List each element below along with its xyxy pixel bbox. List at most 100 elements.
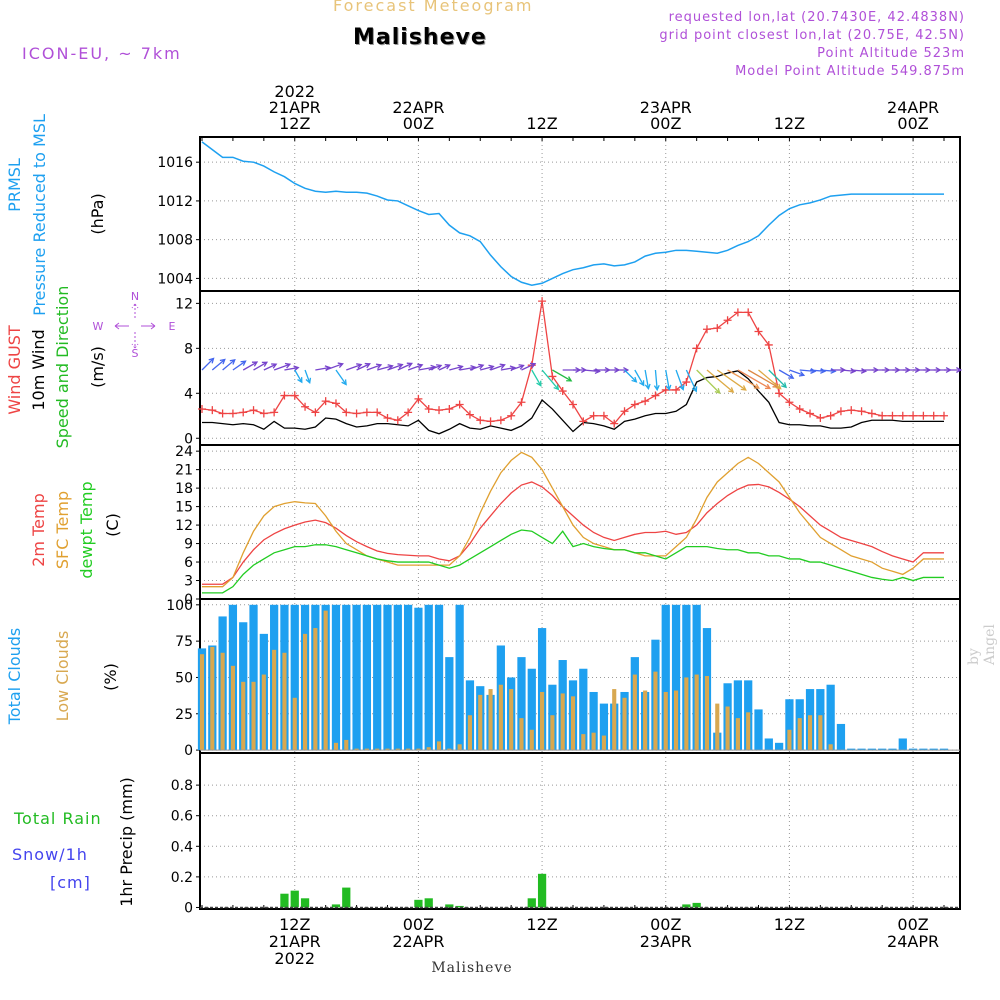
total-cloud-bar (579, 668, 588, 751)
wind-direction-arrow (747, 369, 778, 388)
rain-bar (300, 898, 310, 908)
low-cloud-bar (622, 697, 627, 751)
wind-direction-arrow (541, 369, 559, 390)
wind-gust-marker (599, 411, 608, 420)
wind-direction-arrow (490, 364, 505, 371)
wind-direction-arrowhead (417, 363, 424, 370)
wind-gust-marker (620, 407, 629, 416)
wind-direction-arrow (387, 363, 403, 371)
wind-direction-arrow (407, 364, 423, 371)
wind-gust-marker (651, 391, 660, 400)
total-cloud-bar (867, 748, 876, 751)
y-tick-label: 25 (175, 707, 193, 723)
wind-direction-arrowhead (397, 363, 404, 369)
wind-direction-arrowhead (499, 363, 506, 370)
wind-direction-arrow (737, 369, 771, 390)
precip-axis-label: 1hr Precip (mm) (117, 777, 136, 907)
time-label-top: 2022 (274, 82, 315, 101)
wind-direction-arrowhead (678, 384, 685, 391)
time-label-top: 21APR (269, 98, 321, 117)
wind-gust-marker (342, 408, 351, 417)
wind-gust-marker (301, 402, 310, 411)
wind-direction-arrowhead (728, 387, 735, 393)
wind-gust-marker (795, 405, 804, 414)
low-cloud-bar (581, 734, 586, 751)
low-cloud-bar (199, 654, 205, 751)
total-cloud-bar (517, 657, 526, 751)
wind-gust-marker (352, 409, 361, 418)
y-tick-label: 18 (175, 481, 193, 497)
compass-e: E (169, 320, 176, 333)
wind-gust-marker (249, 406, 258, 415)
low-cloud-bar (416, 748, 421, 751)
wind-direction-arrowhead (364, 362, 371, 369)
total-cloud-bar (733, 680, 743, 751)
low-cloud-bar (540, 691, 545, 751)
time-label-bottom: 00Z (650, 915, 681, 934)
total-cloud-bar (373, 604, 382, 751)
low-cloud-bar (746, 712, 751, 751)
low-cloud-bar (395, 748, 400, 751)
wind-direction-arrow (799, 369, 816, 372)
wind-direction-arrow (201, 358, 214, 371)
total-cloud-bar (785, 699, 794, 751)
wind-direction-arrow (428, 364, 442, 371)
y-tick-label: 0.6 (171, 809, 193, 825)
wind-direction-arrow (438, 364, 450, 371)
total-cloud-bar (537, 628, 547, 751)
time-label-top: 12Z (774, 114, 805, 133)
low-cloud-bar (797, 718, 802, 751)
wind-direction-arrowhead (764, 383, 772, 390)
chart-title: Malisheve (353, 25, 487, 50)
low-cloud-bar (498, 684, 503, 751)
wind-gust-marker (888, 411, 897, 420)
wind-gust-marker (218, 409, 227, 418)
low-clouds-label: Low Clouds (53, 631, 72, 722)
wind-direction-arrowhead (293, 365, 300, 372)
low-cloud-bar (385, 748, 390, 751)
total-cloud-bar (878, 748, 887, 751)
wind-direction-arrowhead (387, 364, 394, 370)
y-tick-label: 12 (175, 518, 193, 534)
total-cloud-bar (661, 604, 670, 751)
low-cloud-bar (467, 715, 473, 751)
low-cloud-bar (488, 689, 493, 751)
wind-direction-arrowhead (691, 386, 698, 393)
y-tick-label: 1008 (157, 233, 193, 249)
low-cloud-bar (313, 628, 318, 751)
wind-gust-marker (816, 414, 825, 423)
low-cloud-bar (807, 715, 813, 751)
wind-direction-arrow (459, 366, 476, 371)
y-tick-label: 0 (184, 743, 193, 759)
time-label-top: 24APR (887, 98, 939, 117)
requested-location: requested lon,lat (20.7430E, 42.4838N) (668, 10, 965, 25)
low-cloud-bar (220, 652, 225, 751)
wind-10m-label: 10m Wind (29, 329, 48, 410)
wind-direction-arrowhead (305, 377, 312, 385)
total-cloud-bar (455, 604, 464, 751)
wind-direction-arrow (634, 369, 645, 386)
wind-gust-marker (280, 391, 289, 400)
wind-direction-arrowhead (956, 367, 963, 373)
low-cloud-bar (261, 674, 266, 751)
compass-ew-arrow (114, 322, 156, 330)
wind-direction-arrowhead (714, 387, 721, 394)
rain-bar (290, 890, 299, 908)
wind-direction-arrowhead (488, 364, 495, 371)
wind-gust-marker (311, 408, 320, 417)
low-cloud-bar (632, 674, 637, 751)
wind-direction-arrow (665, 369, 670, 390)
wind-gust-marker (362, 408, 371, 417)
time-label-bottom: 2022 (274, 949, 315, 968)
low-cloud-bar (272, 649, 277, 751)
temp-sfc-label: SFC Temp (53, 491, 72, 569)
panel-precip-frame (199, 752, 961, 910)
wind-gust-marker (507, 411, 516, 420)
clouds-unit: (%) (101, 663, 120, 691)
wind-direction-arrow (583, 369, 600, 373)
wind-direction-arrow (294, 369, 303, 383)
wind-gust-marker (723, 316, 732, 325)
wind-gust-marker (940, 411, 948, 420)
rain-bar (414, 899, 423, 908)
low-cloud-bar (333, 742, 339, 751)
